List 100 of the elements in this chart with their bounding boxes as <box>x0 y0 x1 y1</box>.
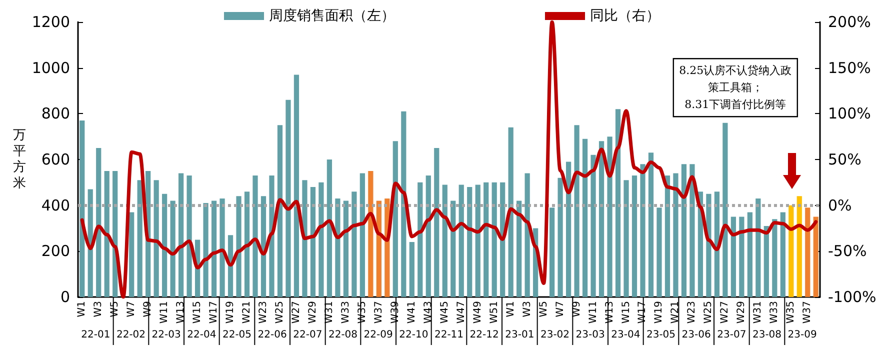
x-tick-label: W25 <box>703 301 714 324</box>
x-tick-label: W45 <box>439 301 450 324</box>
legend-label: 周度销售面积（左） <box>269 8 395 24</box>
annotation: 8.25认房不认贷纳入政策工具箱；8.31下调首付比例等 <box>679 64 792 112</box>
bar <box>813 216 818 297</box>
bar <box>615 109 621 297</box>
bar <box>310 187 316 297</box>
bar <box>260 196 266 297</box>
text: 23-01 <box>505 330 534 340</box>
bar <box>590 154 596 297</box>
text: 22-07 <box>293 330 322 340</box>
bar <box>656 208 662 297</box>
bar <box>434 148 440 297</box>
text: 23-04 <box>611 330 640 340</box>
bar <box>467 187 472 297</box>
text: 22-06 <box>258 330 287 340</box>
x-tick-label: W5 <box>538 301 550 318</box>
y-tick-label: 600 <box>41 150 70 168</box>
bar <box>566 162 572 297</box>
bar <box>252 176 258 297</box>
bar <box>508 127 514 297</box>
bar <box>788 205 794 297</box>
x-tick-label: W31 <box>752 301 764 324</box>
bar <box>500 182 506 297</box>
bar <box>203 203 208 297</box>
text: 23-09 <box>788 330 817 340</box>
y2-tick-label: 200% <box>828 13 871 31</box>
bar <box>104 170 110 297</box>
x-tick-label: W41 <box>406 301 418 324</box>
y-tick-label: 800 <box>41 104 70 123</box>
bar <box>326 160 332 297</box>
x-tick-label: W15 <box>620 301 632 324</box>
bar <box>582 138 588 297</box>
bar <box>598 141 604 297</box>
legend-label: 同比（右） <box>590 8 660 24</box>
y2-tick-label: 50% <box>828 150 862 168</box>
x-tick-label: W21 <box>670 301 682 324</box>
text: 22-08 <box>328 330 358 340</box>
text: 22-11 <box>434 330 464 340</box>
bar <box>458 184 464 297</box>
bar <box>673 173 678 297</box>
x-tick-label: W33 <box>769 301 780 324</box>
x-tick-label: W1 <box>76 301 88 318</box>
bar <box>632 176 638 297</box>
bar <box>170 200 176 297</box>
y2-tick-label: 150% <box>828 58 871 77</box>
text: 23-03 <box>576 330 605 340</box>
bar <box>714 192 720 297</box>
bar <box>558 178 563 297</box>
bar <box>343 200 348 297</box>
bar <box>550 208 555 297</box>
x-tick-label: W49 <box>472 301 484 324</box>
text: 23-08 <box>752 330 782 340</box>
bar <box>730 216 736 297</box>
bar <box>640 164 646 297</box>
x-tick-label: W21 <box>242 301 253 324</box>
bar <box>129 212 134 297</box>
bar <box>739 216 744 297</box>
bar <box>220 198 225 297</box>
y2-tick-label: 100% <box>828 104 871 123</box>
bar <box>401 111 406 297</box>
text: 23-05 <box>646 330 676 340</box>
x-tick-label: W11 <box>588 301 599 324</box>
y2-tick-label: -100% <box>828 288 876 306</box>
x-tick-label: W35 <box>786 301 797 324</box>
x-tick-label: W17 <box>208 301 220 324</box>
x-tick-label: W23 <box>258 301 269 324</box>
x-tick-label: W51 <box>488 301 500 324</box>
bar <box>376 200 382 297</box>
bar <box>162 194 168 297</box>
bar <box>484 182 489 297</box>
x-tick-label: W15 <box>192 301 204 324</box>
bar <box>706 194 712 297</box>
bar <box>516 200 522 297</box>
bar <box>302 180 308 297</box>
x-tick-label: W27 <box>720 301 731 324</box>
x-tick-label: W3 <box>93 301 104 318</box>
bar <box>796 196 802 297</box>
bar <box>178 173 184 297</box>
bar <box>236 196 242 297</box>
bar <box>360 173 365 297</box>
bar <box>318 182 324 297</box>
text: 22-10 <box>399 330 428 340</box>
bar <box>756 198 761 297</box>
bar <box>607 136 612 297</box>
x-tick-label: W47 <box>456 301 467 324</box>
y-axis-title: 万平方米 <box>12 128 26 191</box>
text: 22-02 <box>116 330 146 340</box>
x-tick-label: W3 <box>522 301 533 318</box>
text: 22-12 <box>470 330 499 340</box>
x-tick-label: W19 <box>225 301 236 324</box>
text: 22-05 <box>222 330 252 340</box>
bar <box>772 219 778 297</box>
text: 22-04 <box>187 330 216 340</box>
text: 22-01 <box>81 330 110 340</box>
text: 22-03 <box>152 330 181 340</box>
bar <box>244 192 250 297</box>
x-tick-label: W19 <box>654 301 665 324</box>
bar <box>764 226 769 297</box>
bar <box>335 198 340 297</box>
